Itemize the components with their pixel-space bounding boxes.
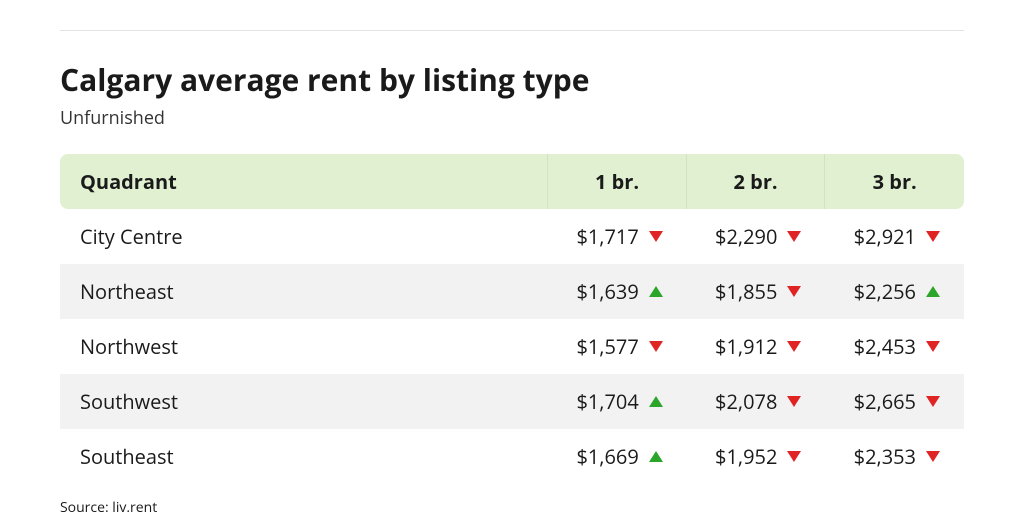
value-cell: $2,256 — [825, 264, 964, 319]
rent-value: $1,577 — [567, 333, 639, 360]
value-cell: $2,921 — [825, 209, 964, 264]
trend-down-icon — [926, 341, 940, 352]
top-rule — [60, 30, 964, 31]
value-cell: $1,669 — [548, 429, 687, 484]
value-wrap: $1,717 — [562, 223, 673, 250]
value-cell: $1,704 — [548, 374, 687, 429]
rent-value: $1,669 — [567, 443, 639, 470]
table-header-row: Quadrant 1 br. 2 br. 3 br. — [60, 154, 964, 209]
value-cell: $2,665 — [825, 374, 964, 429]
value-wrap: $2,453 — [839, 333, 950, 360]
trend-down-icon — [926, 231, 940, 242]
rent-value: $1,912 — [705, 333, 777, 360]
table-row: City Centre $1,717 $2,290 $2,921 — [60, 209, 964, 264]
trend-down-icon — [787, 286, 801, 297]
rent-value: $1,717 — [567, 223, 639, 250]
trend-down-icon — [787, 396, 801, 407]
value-wrap: $2,256 — [839, 278, 950, 305]
value-wrap: $1,855 — [701, 278, 812, 305]
table-body: City Centre $1,717 $2,290 $2,921 Northeast $1… — [60, 209, 964, 484]
rent-value: $1,952 — [705, 443, 777, 470]
trend-down-icon — [787, 341, 801, 352]
quadrant-cell: Northeast — [60, 264, 548, 319]
trend-down-icon — [649, 341, 663, 352]
value-wrap: $1,669 — [562, 443, 673, 470]
rent-value: $2,078 — [705, 388, 777, 415]
value-cell: $1,639 — [548, 264, 687, 319]
trend-down-icon — [787, 451, 801, 462]
value-wrap: $2,290 — [701, 223, 812, 250]
col-header-2br: 2 br. — [687, 154, 826, 209]
table-row: Southwest $1,704 $2,078 $2,665 — [60, 374, 964, 429]
rent-value: $2,921 — [844, 223, 916, 250]
value-cell: $1,912 — [687, 319, 826, 374]
value-cell: $2,078 — [687, 374, 826, 429]
trend-up-icon — [649, 396, 663, 407]
value-cell: $1,855 — [687, 264, 826, 319]
value-wrap: $1,704 — [562, 388, 673, 415]
table-row: Northeast $1,639 $1,855 $2,256 — [60, 264, 964, 319]
quadrant-cell: Southeast — [60, 429, 548, 484]
page-subtitle: Unfurnished — [60, 106, 964, 130]
table-row: Southeast $1,669 $1,952 $2,353 — [60, 429, 964, 484]
value-cell: $1,717 — [548, 209, 687, 264]
quadrant-cell: Southwest — [60, 374, 548, 429]
source-line: Source: liv.rent — [60, 498, 964, 517]
table-row: Northwest $1,577 $1,912 $2,453 — [60, 319, 964, 374]
trend-up-icon — [649, 286, 663, 297]
value-wrap: $1,639 — [562, 278, 673, 305]
value-cell: $2,453 — [825, 319, 964, 374]
value-cell: $1,577 — [548, 319, 687, 374]
quadrant-cell: City Centre — [60, 209, 548, 264]
value-wrap: $2,665 — [839, 388, 950, 415]
value-wrap: $2,921 — [839, 223, 950, 250]
quadrant-cell: Northwest — [60, 319, 548, 374]
trend-up-icon — [649, 451, 663, 462]
value-wrap: $1,952 — [701, 443, 812, 470]
value-cell: $2,290 — [687, 209, 826, 264]
rent-value: $2,353 — [844, 443, 916, 470]
rent-table: Quadrant 1 br. 2 br. 3 br. City Centre $1… — [60, 154, 964, 484]
value-wrap: $2,078 — [701, 388, 812, 415]
trend-down-icon — [926, 396, 940, 407]
rent-value: $2,665 — [844, 388, 916, 415]
rent-value: $1,704 — [567, 388, 639, 415]
value-cell: $1,952 — [687, 429, 826, 484]
col-header-quadrant: Quadrant — [60, 154, 548, 209]
page: Calgary average rent by listing type Unf… — [0, 0, 1024, 527]
rent-value: $1,639 — [567, 278, 639, 305]
value-wrap: $1,912 — [701, 333, 812, 360]
rent-value: $2,290 — [705, 223, 777, 250]
col-header-1br: 1 br. — [548, 154, 687, 209]
trend-down-icon — [926, 451, 940, 462]
rent-value: $1,855 — [705, 278, 777, 305]
value-wrap: $1,577 — [562, 333, 673, 360]
value-cell: $2,353 — [825, 429, 964, 484]
col-header-3br: 3 br. — [825, 154, 964, 209]
page-title: Calgary average rent by listing type — [60, 59, 964, 100]
trend-up-icon — [926, 286, 940, 297]
trend-down-icon — [787, 231, 801, 242]
rent-value: $2,256 — [844, 278, 916, 305]
rent-value: $2,453 — [844, 333, 916, 360]
trend-down-icon — [649, 231, 663, 242]
value-wrap: $2,353 — [839, 443, 950, 470]
